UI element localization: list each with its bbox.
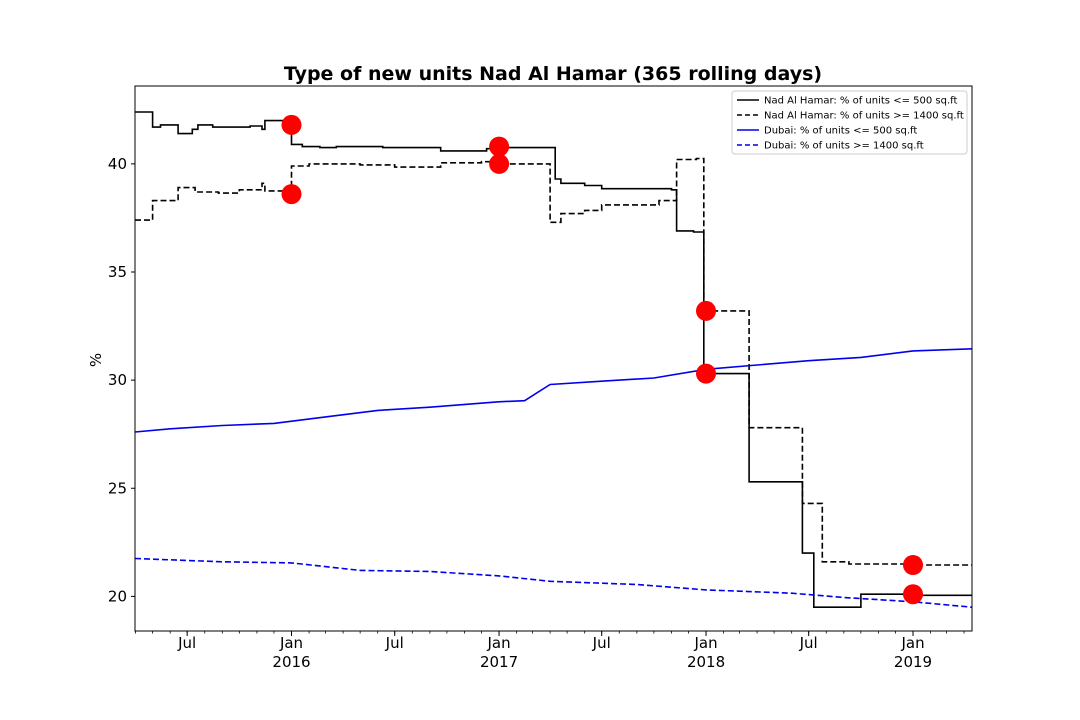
series-line-3: [134, 348, 973, 433]
x-tick-label: Jan: [279, 634, 303, 652]
highlight-marker: [281, 184, 302, 205]
plot-frame: [134, 85, 973, 632]
x-tick-label: Jan: [900, 634, 924, 652]
x-tick-year-label: 2017: [480, 653, 518, 671]
highlight-marker: [489, 136, 510, 157]
x-tick-label: Jan: [486, 634, 510, 652]
highlight-marker: [696, 363, 716, 384]
highlight-marker: [903, 555, 923, 575]
x-tick-label: Jan: [693, 634, 717, 652]
y-tick-label: 20: [108, 587, 127, 605]
legend: Nad Al Hamar: % of units <= 500 sq.ft Nad…: [731, 90, 968, 155]
y-tick-label: 35: [108, 263, 127, 281]
y-tick-label: 40: [108, 155, 127, 173]
y-tick-label: 30: [108, 371, 127, 389]
series-line-4: [134, 557, 973, 608]
x-tick-label: Jul: [799, 634, 818, 652]
legend-label: Dubai: % of units >= 1400 sq.ft: [764, 141, 924, 152]
y-axis-label: %: [87, 353, 105, 367]
x-tick-year-label: 2016: [272, 653, 310, 671]
series-line-2: [135, 157, 972, 566]
highlight-marker: [696, 300, 716, 321]
x-tick-year-label: 2019: [894, 653, 932, 671]
legend-label: Nad Al Hamar: % of units >= 1400 sq.ft: [764, 111, 964, 122]
y-tick-label: 25: [108, 479, 127, 497]
x-tick-label: Jul: [177, 634, 196, 652]
series-line-1: [135, 111, 972, 608]
x-tick-label: Jul: [385, 634, 404, 652]
marker-layer: [281, 114, 923, 605]
highlight-marker: [903, 584, 923, 605]
legend-box: [731, 90, 968, 155]
legend-label: Dubai: % of units <= 500 sq.ft: [764, 126, 917, 137]
highlight-marker: [281, 114, 302, 135]
x-tick-label: Jul: [592, 634, 611, 652]
legend-label: Nad Al Hamar: % of units <= 500 sq.ft: [764, 96, 957, 107]
chart-title: Type of new units Nad Al Hamar (365 roll…: [284, 63, 822, 85]
series-layer: [134, 111, 973, 608]
x-tick-year-label: 2018: [687, 653, 725, 671]
highlight-marker: [489, 153, 510, 174]
